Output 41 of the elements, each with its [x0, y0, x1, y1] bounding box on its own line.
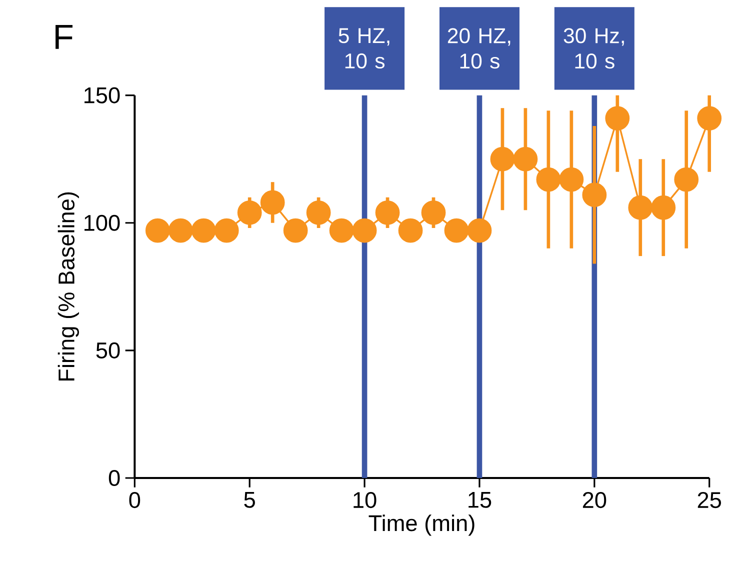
ref-line-label: 20 HZ, 10 s — [448, 28, 510, 69]
point — [352, 218, 377, 243]
ref-line-label: 5 HZ, 10 s — [338, 28, 390, 69]
point — [536, 167, 561, 192]
point — [513, 146, 538, 172]
point — [145, 218, 170, 243]
point — [467, 218, 492, 243]
x-axis-title: Time (min) — [368, 514, 474, 536]
x-tick-label: 20 — [582, 492, 606, 508]
point — [260, 190, 285, 215]
point — [651, 195, 676, 220]
y-tick-label: 100 — [84, 214, 120, 231]
point — [559, 167, 584, 192]
chart-title: F — [56, 25, 72, 49]
x-tick-label: 0 — [129, 492, 140, 508]
y-tick-label: 50 — [96, 342, 120, 358]
point — [191, 218, 216, 243]
point — [306, 200, 331, 225]
y-tick-label: 150 — [84, 87, 120, 104]
y-tick-label: 0 — [108, 470, 120, 486]
point — [283, 218, 308, 243]
point — [329, 218, 354, 243]
x-tick-label: 15 — [468, 492, 492, 508]
y-axis-title: Firing (% Baseline) — [58, 192, 79, 381]
point — [375, 200, 400, 225]
point — [214, 218, 239, 243]
point — [628, 195, 653, 220]
point — [697, 106, 722, 130]
point — [421, 200, 446, 225]
point — [605, 106, 630, 130]
point — [444, 218, 469, 243]
point — [490, 146, 515, 172]
point — [398, 218, 423, 243]
point — [674, 167, 699, 192]
point — [237, 200, 262, 225]
x-tick-label: 25 — [698, 492, 721, 508]
ref-line-label: 30 Hz, 10 s — [564, 28, 624, 69]
point — [582, 182, 607, 208]
x-tick-label: 5 — [244, 492, 255, 508]
x-tick-label: 10 — [354, 492, 376, 508]
point — [168, 218, 193, 243]
